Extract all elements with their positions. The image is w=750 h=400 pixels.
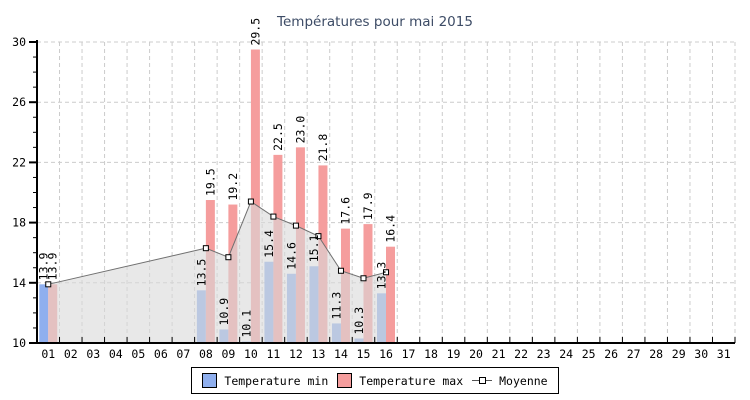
axes	[36, 40, 735, 344]
svg-text:13.9: 13.9	[37, 253, 51, 281]
x-tick-label-05: 05	[131, 347, 145, 361]
svg-text:10.9: 10.9	[217, 298, 231, 326]
legend-item-temperature-max: Temperature max	[337, 373, 463, 388]
x-tick-label-12: 12	[289, 347, 303, 361]
x-tick-label-26: 26	[604, 347, 618, 361]
svg-text:13.9: 13.9	[46, 253, 60, 281]
x-tick-label-20: 20	[469, 347, 483, 361]
bar-max-day-16	[386, 246, 395, 343]
y-tick-label-10: 10	[12, 336, 26, 350]
x-tick-label-06: 06	[154, 347, 168, 361]
y-tick-label-22: 22	[12, 155, 26, 169]
bar-min-day-01	[39, 284, 49, 343]
svg-text:22.5: 22.5	[271, 123, 285, 151]
y-axis-ticks: 10 14 18 22 26 30	[12, 35, 37, 350]
svg-text:16.4: 16.4	[384, 215, 398, 243]
legend-box: Temperature min Temperature max Moyenne	[191, 367, 559, 394]
svg-text:19.5: 19.5	[203, 168, 217, 196]
x-tick-label-29: 29	[672, 347, 686, 361]
svg-text:21.8: 21.8	[316, 134, 330, 162]
x-tick-label-25: 25	[582, 347, 596, 361]
y-tick-label-18: 18	[12, 216, 26, 230]
temperature-min-swatch-icon	[202, 373, 218, 388]
bar-max-day-10	[250, 49, 260, 344]
x-tick-label-23: 23	[537, 347, 551, 361]
x-tick-label-31: 31	[717, 347, 731, 361]
y-tick-label-14: 14	[12, 276, 26, 290]
svg-text:11.3: 11.3	[329, 292, 343, 320]
x-tick-label-18: 18	[424, 347, 438, 361]
x-tick-label-27: 27	[627, 347, 641, 361]
moyenne-markers	[45, 198, 389, 288]
x-tick-label-14: 14	[334, 347, 348, 361]
x-tick-label-28: 28	[649, 347, 663, 361]
svg-text:10.3: 10.3	[352, 307, 366, 335]
moyenne-area	[48, 201, 387, 343]
chart-title: Températures pour mai 2015	[277, 14, 473, 30]
legend-label-moyenne: Moyenne	[499, 373, 548, 388]
svg-text:15.1: 15.1	[307, 234, 321, 262]
x-tick-label-16: 16	[379, 347, 393, 361]
x-tick-label-21: 21	[492, 347, 506, 361]
x-tick-label-24: 24	[559, 347, 573, 361]
x-tick-label-13: 13	[312, 347, 326, 361]
moyenne-line	[48, 200, 387, 285]
x-tick-label-07: 07	[176, 347, 190, 361]
svg-text:13.5: 13.5	[194, 259, 208, 287]
legend-item-temperature-min: Temperature min	[202, 373, 328, 388]
x-axis-ticks: 01 02 03 04 05 06 07 08 09 10 11 12 13 14 15 16 17 18 19 20…	[41, 337, 736, 361]
x-tick-label-01: 01	[41, 347, 55, 361]
svg-text:17.9: 17.9	[361, 192, 375, 220]
x-tick-label-19: 19	[447, 347, 461, 361]
x-tick-label-11: 11	[266, 347, 280, 361]
x-tick-label-10: 10	[244, 347, 258, 361]
moyenne-marker-icon	[472, 374, 493, 387]
x-tick-label-17: 17	[402, 347, 416, 361]
y-tick-label-26: 26	[12, 95, 26, 109]
svg-text:17.6: 17.6	[338, 197, 352, 225]
x-tick-label-30: 30	[694, 347, 708, 361]
temperature-max-swatch-icon	[337, 373, 353, 388]
x-tick-label-09: 09	[221, 347, 235, 361]
svg-text:15.4: 15.4	[262, 230, 276, 258]
legend-item-moyenne: Moyenne	[472, 373, 548, 388]
x-tick-label-22: 22	[514, 347, 528, 361]
legend: Temperature min Temperature max Moyenne	[0, 367, 750, 394]
x-tick-label-04: 04	[109, 347, 123, 361]
legend-label-temperature-min: Temperature min	[224, 373, 329, 388]
x-tick-label-08: 08	[199, 347, 213, 361]
svg-text:14.6: 14.6	[284, 242, 298, 270]
x-tick-label-15: 15	[357, 347, 371, 361]
svg-text:29.5: 29.5	[248, 18, 262, 46]
svg-text:10.1: 10.1	[239, 310, 253, 338]
bar-value-labels: 13.913.9 13.5 19.5 10.9 19.2 10.1 29.5 15.4 22.5…	[37, 18, 398, 338]
x-tick-label-02: 02	[64, 347, 78, 361]
svg-text:23.0: 23.0	[293, 116, 307, 144]
y-tick-label-30: 30	[12, 35, 26, 49]
gridlines	[37, 41, 736, 343]
legend-label-temperature-max: Temperature max	[359, 373, 464, 388]
x-tick-label-03: 03	[86, 347, 100, 361]
svg-text:13.3: 13.3	[375, 262, 389, 290]
svg-text:19.2: 19.2	[226, 173, 240, 201]
